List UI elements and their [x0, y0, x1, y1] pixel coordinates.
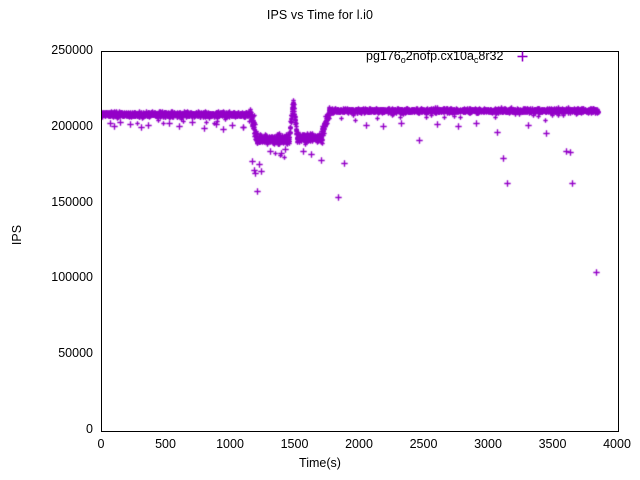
y-tick-label: 200000 — [51, 118, 93, 133]
legend-marker-plus-icon — [511, 51, 533, 62]
x-tick-label: 1500 — [280, 437, 309, 451]
x-tick-label: 500 — [155, 437, 176, 451]
page-title: IPS vs Time for l.i0 — [266, 8, 374, 22]
y-axis-title: IPS — [10, 224, 24, 246]
x-tick-label: 1000 — [216, 437, 244, 451]
plot-area — [101, 51, 619, 432]
x-tick-label: 3000 — [474, 437, 502, 451]
x-tick-label: 4000 — [603, 437, 631, 451]
y-tick-label: 50000 — [58, 346, 93, 361]
y-tick-label: 250000 — [51, 43, 93, 57]
scatter-series-canvas — [102, 52, 618, 431]
legend: pg176o2nofp.cx10ac8r32 — [366, 49, 533, 65]
y-tick-label: 100000 — [51, 270, 93, 285]
x-tick-label: 2000 — [345, 437, 373, 451]
x-tick-label: 3500 — [538, 437, 567, 451]
x-axis-title: Time(s) — [299, 456, 341, 470]
x-tick-label: 2500 — [409, 437, 438, 451]
y-tick-label: 150000 — [51, 194, 93, 209]
x-tick-label: 0 — [97, 437, 105, 451]
legend-entry-label: pg176o2nofp.cx10ac8r32 — [366, 49, 504, 65]
y-tick-label: 0 — [86, 422, 93, 436]
